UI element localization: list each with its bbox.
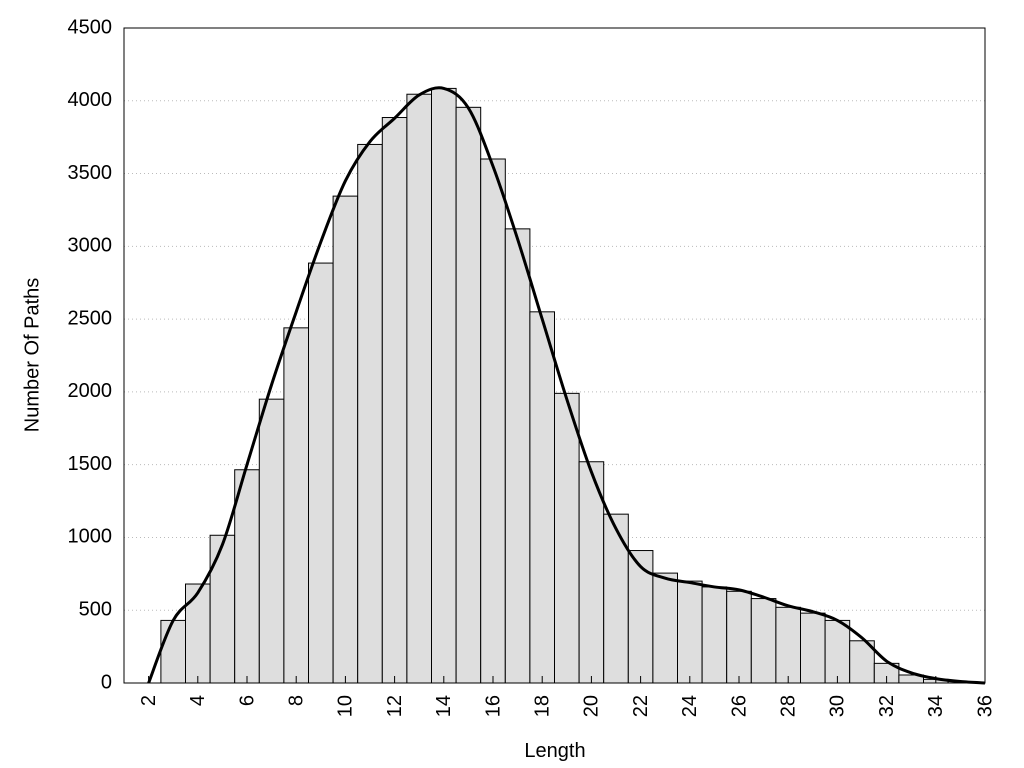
bar (800, 612, 826, 684)
bar (677, 580, 703, 684)
y-tick-label: 4500 (68, 16, 113, 38)
bar (504, 228, 531, 684)
x-tick-label: 26 (728, 695, 750, 717)
y-tick-label: 3500 (68, 162, 113, 184)
y-tick-label: 3000 (68, 235, 113, 257)
y-axis-label: Number Of Paths (21, 278, 43, 433)
y-tick-label: 500 (79, 599, 112, 621)
y-tick-label: 1000 (68, 526, 113, 548)
bar (209, 534, 236, 684)
x-tick-label: 18 (531, 695, 553, 717)
bar (357, 143, 383, 684)
bar (185, 583, 211, 684)
x-tick-label: 2 (138, 695, 160, 706)
bar (431, 87, 457, 684)
x-tick-label: 14 (433, 695, 455, 717)
density-curve (147, 86, 986, 685)
bar (308, 262, 334, 684)
x-tick-label: 36 (974, 695, 996, 717)
bar (603, 513, 629, 684)
plot-frame (123, 27, 986, 684)
bar (160, 619, 186, 684)
x-tick-label: 32 (876, 695, 898, 717)
y-tick-label: 2500 (68, 307, 113, 329)
x-tick-label: 12 (384, 695, 406, 717)
bar (455, 106, 482, 684)
x-tick-label: 28 (777, 695, 799, 717)
bar (652, 572, 679, 684)
bar (283, 327, 309, 684)
x-tick-label: 24 (679, 695, 701, 717)
y-tick-label: 2000 (68, 380, 113, 402)
y-tick-label: 4000 (68, 89, 113, 111)
bar (258, 398, 285, 684)
bar (726, 590, 752, 684)
bar (627, 550, 654, 684)
x-tick-label: 16 (482, 695, 504, 717)
bar (480, 158, 506, 684)
x-tick-label: 4 (187, 695, 209, 706)
bar (332, 195, 359, 684)
bar (578, 461, 605, 684)
x-tick-label: 20 (581, 695, 603, 717)
x-axis-label: Length (524, 740, 585, 762)
bar (406, 93, 432, 684)
x-tick-label: 22 (630, 695, 652, 717)
y-tick-label: 0 (101, 671, 112, 693)
bar (234, 469, 260, 684)
x-tick-label: 34 (925, 695, 947, 717)
x-tick-label: 10 (335, 695, 357, 717)
x-tick-label: 8 (285, 695, 307, 706)
x-tick-label: 30 (827, 695, 849, 717)
bar (529, 311, 556, 684)
bar (750, 598, 777, 684)
bar (849, 640, 875, 684)
y-tick-label: 1500 (68, 453, 113, 475)
x-tick-label: 6 (236, 695, 258, 706)
bar (381, 117, 408, 684)
bar (824, 619, 851, 684)
bar (701, 586, 728, 684)
bar (775, 606, 802, 684)
bar (554, 392, 580, 684)
